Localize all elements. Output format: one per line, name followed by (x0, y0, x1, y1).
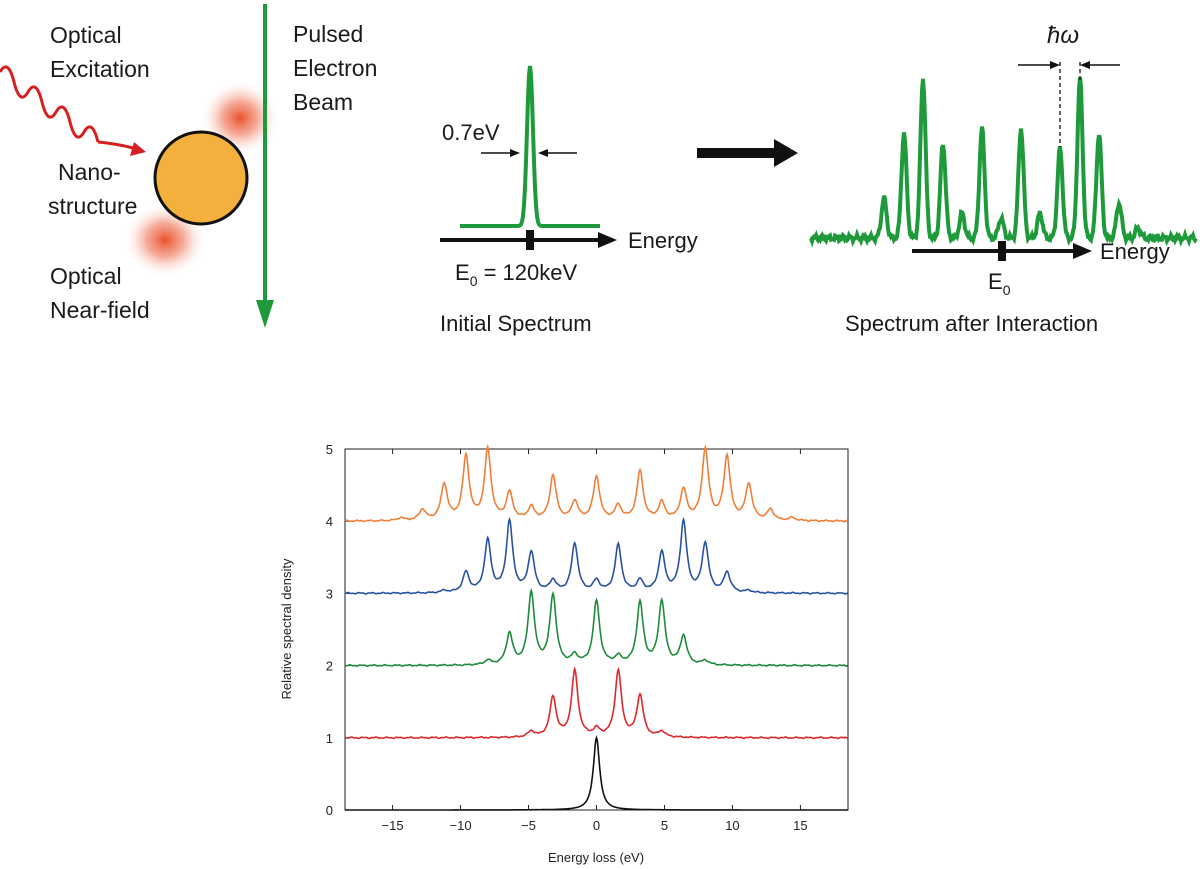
width-label: 0.7eV (442, 120, 500, 145)
after-spectrum-curve (809, 77, 1198, 248)
width-arrowhead-left-icon (510, 149, 520, 157)
after-energy-arrowhead-icon (1073, 243, 1092, 259)
hbar-arrowhead-left-icon (1050, 61, 1060, 69)
optical-excitation-wave (0, 65, 100, 143)
y-tick-label: 0 (326, 803, 333, 818)
spectrum-series-line (345, 735, 848, 811)
optical-excitation-label-1: Optical (50, 22, 122, 48)
x-tick-label: −5 (521, 818, 536, 833)
excitation-arrow-icon (97, 140, 134, 150)
y-tick-label: 4 (326, 514, 333, 529)
initial-spectrum-caption: Initial Spectrum (440, 311, 592, 336)
initial-e0-label: E0 = 120keV (455, 260, 577, 289)
electron-beam-arrowhead-icon (256, 300, 274, 328)
pulsed-beam-label-2: Electron (293, 55, 377, 81)
spectrum-series-line (344, 516, 849, 595)
near-field-label-1: Optical (50, 263, 122, 289)
spectrum-series-line (344, 666, 849, 740)
initial-spectrum-curve (460, 65, 600, 228)
after-energy-label: Energy (1100, 239, 1170, 264)
schematic-diagram: Optical Excitation Pulsed Electron Beam … (0, 4, 1198, 336)
y-tick-label: 2 (326, 659, 333, 674)
y-tick-label: 3 (326, 586, 333, 601)
y-tick-label: 5 (326, 442, 333, 457)
plot-frame (344, 448, 849, 811)
initial-energy-label: Energy (628, 228, 698, 253)
nanostructure-label-1: Nano- (58, 159, 121, 185)
pulsed-beam-label-1: Pulsed (293, 21, 363, 47)
pulsed-beam-label-3: Beam (293, 89, 353, 115)
x-tick-label: 15 (793, 818, 807, 833)
after-e0-tick (998, 241, 1006, 261)
hbar-arrowhead-right-icon (1080, 61, 1090, 69)
after-spectrum-caption: Spectrum after Interaction (845, 311, 1098, 336)
spectra-series (344, 443, 849, 811)
x-tick-label: 0 (593, 818, 600, 833)
y-axis-label: Relative spectral density (279, 558, 294, 699)
excitation-arrowhead-icon (130, 142, 146, 156)
nanostructure-label-2: structure (48, 193, 137, 219)
x-tick-label: 10 (725, 818, 739, 833)
axis-ticks: −15 −10 −5 0 5 10 15 0 1 2 3 4 5 (326, 442, 848, 833)
transition-arrowhead-icon (774, 139, 798, 167)
spectrum-series-line (344, 443, 849, 523)
width-arrowhead-right-icon (538, 149, 548, 157)
x-axis-label: Energy loss (eV) (548, 850, 644, 865)
optical-excitation-label-2: Excitation (50, 56, 150, 82)
spectrum-series-line (345, 587, 849, 668)
nanoparticle (153, 130, 249, 226)
x-tick-label: −15 (382, 818, 404, 833)
x-tick-label: −10 (450, 818, 472, 833)
after-e0-label: E0 (988, 269, 1011, 298)
y-tick-label: 1 (326, 731, 333, 746)
x-tick-label: 5 (661, 818, 668, 833)
near-field-label-2: Near-field (50, 297, 150, 323)
initial-energy-arrowhead-icon (598, 232, 617, 248)
initial-e0-tick (526, 230, 534, 250)
hbar-omega-label: ħω (1047, 22, 1079, 49)
